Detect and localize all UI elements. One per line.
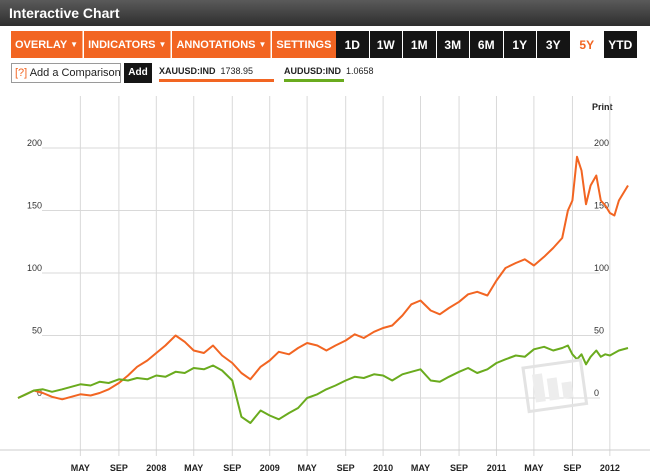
annotations-chevron-down-icon: ▼ [258,40,267,49]
y-tick-label-left: 150 [27,201,42,211]
comparison-placeholder: Add a Comparison [29,67,121,79]
settings-menu[interactable]: SETTINGS▼ [272,31,348,58]
y-tick-label-right: 100 [594,263,609,273]
legend-entry-gold[interactable]: XAUUSD:IND 1738.95 [159,66,253,76]
overlay-chevron-down-icon: ▼ [70,40,79,49]
window-title: Interactive Chart [0,0,650,26]
x-tick-label: SEP [337,463,355,473]
x-tick-label: 2010 [373,463,393,473]
chart-watermark-icon [521,358,589,414]
x-tick-label: SEP [563,463,581,473]
add-comparison-button[interactable]: Add [124,63,152,83]
indicators-menu[interactable]: INDICATORS ▼ [84,31,172,58]
time-range-selector: 1D 1W 1M 3M 6M 1Y 3Y 5Y YTD [336,31,638,58]
y-tick-label-right: 150 [594,201,609,211]
x-tick-label: MAY [524,463,543,473]
y-tick-label-left: 200 [27,138,42,148]
legend-gold-swatch [159,79,274,82]
legend-aud-value: 1.0658 [346,66,374,76]
range-1m-button[interactable]: 1M [403,31,436,58]
range-1w-button[interactable]: 1W [369,31,402,58]
legend-entry-aud[interactable]: AUDUSD:IND 1.0658 [284,66,374,76]
x-tick-label: MAY [71,463,90,473]
settings-menu-label: SETTINGS [276,38,332,51]
range-1d-button[interactable]: 1D [336,31,369,58]
legend-gold-ticker: XAUUSD:IND [159,66,216,76]
x-tick-label: 2008 [146,463,166,473]
chart-menu-bar: OVERLAY ▼ INDICATORS ▼ ANNOTATIONS ▼ SETTIN… [11,31,348,58]
indicators-chevron-down-icon: ▼ [158,40,167,49]
comparison-input[interactable]: [?] Add a Comparison [11,63,121,83]
y-tick-label-left: 50 [32,326,42,336]
legend-aud-swatch [284,79,344,82]
overlay-menu[interactable]: OVERLAY ▼ [11,31,84,58]
indicators-menu-label: INDICATORS [88,38,156,51]
series-line-audusd-ind[interactable] [17,344,629,424]
legend-gold-value: 1738.95 [220,66,254,76]
x-tick-label: 2011 [487,463,507,473]
range-5y-button[interactable]: 5Y [570,31,603,58]
help-icon[interactable]: [?] [15,67,28,79]
series-line-xauusd-ind[interactable] [17,155,629,401]
overlay-menu-label: OVERLAY [15,38,68,51]
x-tick-label: SEP [110,463,128,473]
print-link[interactable]: Print [592,102,613,112]
x-tick-label: SEP [223,463,241,473]
y-tick-label-right: 0 [594,388,599,398]
y-tick-label-right: 50 [594,326,604,336]
x-tick-label: SEP [450,463,468,473]
y-tick-label-right: 200 [594,138,609,148]
y-tick-label-left: 100 [27,263,42,273]
x-tick-label: MAY [184,463,203,473]
range-6m-button[interactable]: 6M [470,31,503,58]
legend-aud-ticker: AUDUSD:IND [284,66,341,76]
annotations-menu-label: ANNOTATIONS [176,38,256,51]
x-tick-label: 2009 [260,463,280,473]
range-3y-button[interactable]: 3Y [537,31,570,58]
range-1y-button[interactable]: 1Y [503,31,536,58]
x-tick-label: MAY [411,463,430,473]
x-tick-label: 2012 [600,463,620,473]
x-tick-label: MAY [298,463,317,473]
range-3m-button[interactable]: 3M [436,31,469,58]
annotations-menu[interactable]: ANNOTATIONS ▼ [172,31,272,58]
range-ytd-button[interactable]: YTD [604,31,637,58]
